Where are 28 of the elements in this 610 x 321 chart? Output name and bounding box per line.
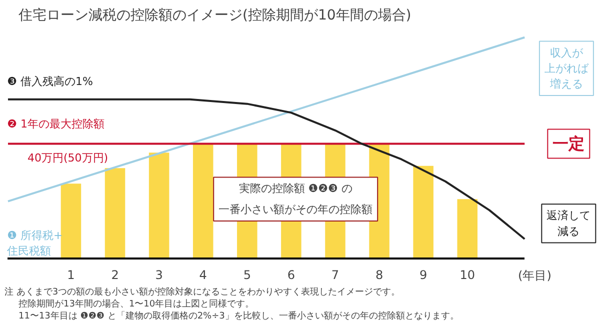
- text: 一定: [552, 134, 585, 154]
- text: 収入が上がれば増える: [544, 46, 590, 90]
- series-label: ❸ 借入残高の1%: [7, 75, 93, 88]
- text: 返済して減る: [546, 209, 591, 238]
- series-label: ❷ 1年の最大控除額: [7, 117, 104, 130]
- text: 控除期間が13年間の場合、1〜10年目は上図と同様です。: [18, 298, 254, 310]
- chart-title: 住宅ローン減税の控除額のイメージ(控除期間が10年間の場合): [18, 8, 412, 24]
- x-tick-label: 4: [199, 268, 207, 282]
- x-tick-label: 3: [155, 268, 163, 282]
- x-axis-title: (年目): [518, 268, 552, 283]
- text: 注 あくまで3つの額の最も小さい額が控除対象になることをわかりやすく表現したイメージです。: [4, 286, 400, 298]
- x-tick-label: 8: [375, 268, 384, 282]
- text: 11〜13年目は ❶❷❸ と「建物の取得価格の2%÷3」を比較し、一番小さい額がその年の控除額となります。: [18, 310, 459, 321]
- x-tick-label: 5: [243, 268, 251, 282]
- x-tick-label: 9: [420, 268, 428, 282]
- bar: [148, 152, 170, 259]
- bar: [413, 166, 434, 259]
- x-tick-label: 2: [111, 268, 119, 282]
- bar: [104, 168, 126, 259]
- x-tick-label: 6: [287, 268, 296, 282]
- bar: [457, 199, 478, 259]
- bar: [60, 184, 82, 259]
- bar: [192, 144, 214, 259]
- x-tick-label: 1: [67, 268, 75, 282]
- annotation: 40万円(50万円): [28, 152, 108, 165]
- annotation: 実際の控除額 ❶❷❸ の一番小さい額がその年の控除額: [218, 182, 373, 216]
- x-tick-label: 10: [460, 268, 476, 282]
- x-tick-label: 7: [331, 268, 340, 282]
